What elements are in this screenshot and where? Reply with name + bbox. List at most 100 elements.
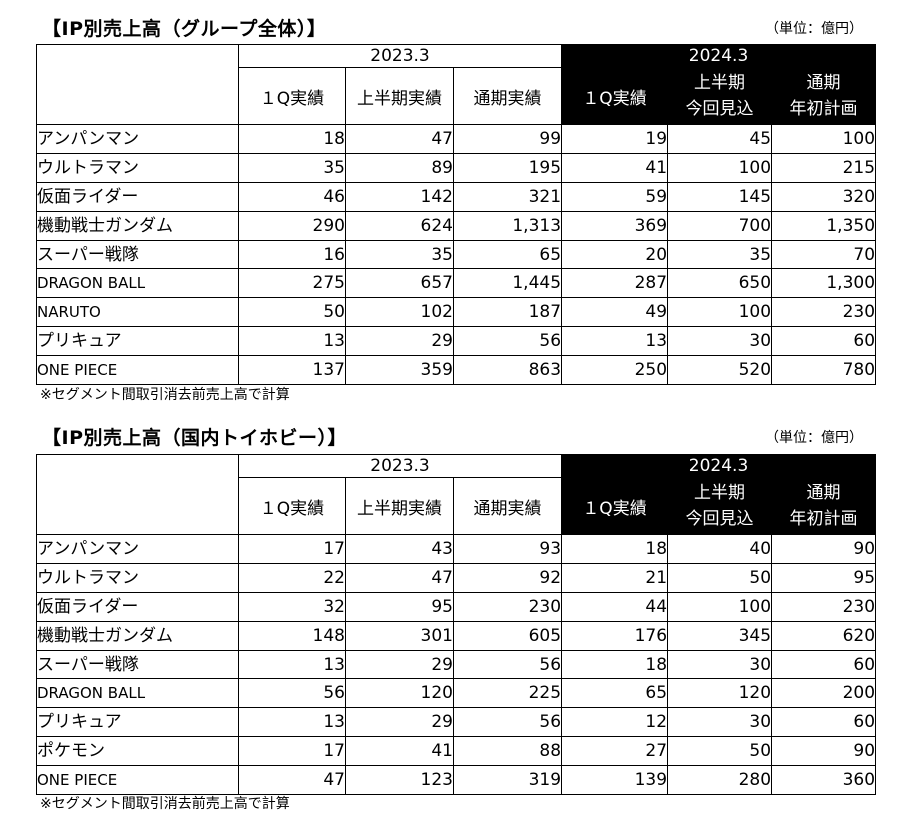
- value-cell: 60: [771, 707, 877, 738]
- value-cell: 319: [452, 765, 563, 796]
- ip-name: ONE PIECE: [36, 765, 239, 796]
- col-prev-q1: １Q実績: [238, 67, 346, 125]
- value-cell: 780: [771, 355, 877, 386]
- value-cell: 93: [452, 534, 563, 564]
- table-row: プリキュア 13 29 56 13 30 60: [36, 326, 877, 357]
- ip-name: NARUTO: [36, 297, 239, 328]
- ip-name: ONE PIECE: [36, 355, 239, 386]
- value-cell: 360: [771, 765, 877, 796]
- value-cell: 359: [345, 355, 454, 386]
- col-prev-q1: １Q実績: [238, 477, 346, 535]
- value-cell: 88: [452, 736, 563, 767]
- table-row: スーパー戦隊 16 35 65 20 35 70: [36, 239, 877, 270]
- table-title: 【IP別売上高（グループ全体）】: [42, 18, 327, 40]
- value-cell: 200: [771, 678, 877, 709]
- table-row: NARUTO 50 102 187 49 100 230: [36, 297, 877, 328]
- ip-name: DRAGON BALL: [36, 678, 239, 709]
- value-cell: 1,313: [452, 210, 563, 241]
- value-cell: 230: [452, 591, 563, 622]
- value-cell: 90: [771, 736, 877, 767]
- value-cell: 49: [561, 297, 669, 328]
- value-cell: 43: [345, 534, 454, 564]
- col-curr-half: 上半期 今回見込: [667, 67, 773, 125]
- table-row: DRAGON BALL 275 657 1,445 287 650 1,300: [36, 268, 877, 299]
- ip-name: 機動戦士ガンダム: [36, 210, 239, 241]
- value-cell: 50: [667, 562, 773, 593]
- value-cell: 301: [345, 620, 454, 651]
- col-curr-full-line2: 年初計画: [789, 99, 858, 119]
- col-curr-full-line1: 通期: [806, 483, 841, 503]
- value-cell: 17: [238, 534, 346, 564]
- year-prev-header: 2023.3: [237, 44, 563, 68]
- value-cell: 50: [667, 736, 773, 767]
- ip-name: アンパンマン: [36, 534, 239, 564]
- column-header-row: １Q実績 上半期実績 通期実績 １Q実績 上半期 今回見込 通期 年初計画: [37, 477, 877, 535]
- value-cell: 280: [667, 765, 773, 796]
- value-cell: 520: [667, 355, 773, 386]
- value-cell: 30: [667, 649, 773, 680]
- value-cell: 56: [452, 326, 563, 357]
- ip-name: スーパー戦隊: [36, 649, 239, 680]
- ip-name: DRAGON BALL: [36, 268, 239, 299]
- value-cell: 92: [452, 562, 563, 593]
- value-cell: 56: [452, 649, 563, 680]
- table-row: 仮面ライダー 46 142 321 59 145 320: [36, 181, 877, 212]
- value-cell: 35: [667, 239, 773, 270]
- unit-label: （単位：億円）: [765, 21, 863, 37]
- value-cell: 1,300: [771, 268, 877, 299]
- table-row: アンパンマン 18 47 99 19 45 100: [36, 124, 877, 154]
- value-cell: 47: [345, 124, 454, 154]
- ip-sales-table: 2023.3 2024.3 １Q実績 上半期実績 通期実績 １Q実績 上半期 今…: [36, 44, 877, 386]
- value-cell: 290: [238, 210, 346, 241]
- value-cell: 65: [452, 239, 563, 270]
- ip-name: プリキュア: [36, 326, 239, 357]
- value-cell: 18: [238, 124, 346, 154]
- value-cell: 123: [345, 765, 454, 796]
- value-cell: 215: [771, 152, 877, 183]
- value-cell: 148: [238, 620, 346, 651]
- year-header-row: 2023.3 2024.3: [36, 454, 877, 535]
- value-cell: 176: [561, 620, 669, 651]
- table-row: ウルトラマン 35 89 195 41 100 215: [36, 152, 877, 183]
- value-cell: 60: [771, 649, 877, 680]
- domestic-toy-hobby-section: 【IP別売上高（国内トイホビー）】 （単位：億円） 2023.3 2024.3 …: [0, 423, 913, 818]
- value-cell: 47: [238, 765, 346, 796]
- value-cell: 1,445: [452, 268, 563, 299]
- ip-name: アンパンマン: [36, 124, 239, 154]
- value-cell: 47: [345, 562, 454, 593]
- ip-name: スーパー戦隊: [36, 239, 239, 270]
- ip-name: 仮面ライダー: [36, 181, 239, 212]
- value-cell: 1,350: [771, 210, 877, 241]
- value-cell: 863: [452, 355, 563, 386]
- value-cell: 145: [667, 181, 773, 212]
- col-curr-full-line2: 年初計画: [789, 509, 858, 529]
- table-title: 【IP別売上高（国内トイホビー）】: [42, 427, 347, 449]
- col-prev-half: 上半期実績: [345, 67, 454, 125]
- table-row: ウルトラマン 22 47 92 21 50 95: [36, 562, 877, 593]
- value-cell: 45: [667, 124, 773, 154]
- table-row: プリキュア 13 29 56 12 30 60: [36, 707, 877, 738]
- col-prev-half: 上半期実績: [345, 477, 454, 535]
- value-cell: 99: [452, 124, 563, 154]
- col-curr-full: 通期 年初計画: [771, 477, 877, 535]
- table-row: ONE PIECE 137 359 863 250 520 780: [36, 355, 877, 386]
- value-cell: 287: [561, 268, 669, 299]
- value-cell: 700: [667, 210, 773, 241]
- value-cell: 22: [238, 562, 346, 593]
- value-cell: 12: [561, 707, 669, 738]
- value-cell: 13: [238, 707, 346, 738]
- value-cell: 18: [561, 534, 669, 564]
- column-header-row: １Q実績 上半期実績 通期実績 １Q実績 上半期 今回見込 通期 年初計画: [37, 67, 877, 125]
- value-cell: 120: [345, 678, 454, 709]
- value-cell: 137: [238, 355, 346, 386]
- value-cell: 29: [345, 707, 454, 738]
- value-cell: 13: [561, 326, 669, 357]
- unit-label: （単位：億円）: [765, 430, 863, 446]
- value-cell: 142: [345, 181, 454, 212]
- year-prev-header: 2023.3: [237, 454, 563, 478]
- value-cell: 16: [238, 239, 346, 270]
- value-cell: 275: [238, 268, 346, 299]
- value-cell: 50: [238, 297, 346, 328]
- value-cell: 230: [771, 591, 877, 622]
- table-row: 機動戦士ガンダム 148 301 605 176 345 620: [36, 620, 877, 651]
